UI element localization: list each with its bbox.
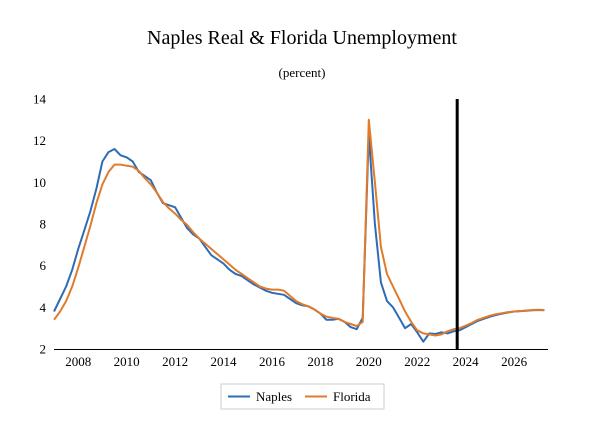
x-tick-label: 2020 [356,354,382,369]
y-tick-label: 10 [33,175,46,190]
y-tick-label: 2 [40,342,47,357]
series-line-naples [53,133,545,343]
x-tick-label: 2026 [501,354,528,369]
x-tick-label: 2018 [307,354,333,369]
x-tick-label: 2014 [211,354,238,369]
legend: Naples Florida [220,383,385,410]
y-tick-label: 12 [33,133,46,148]
x-tick-label: 2008 [65,354,91,369]
y-tick-label: 6 [40,258,47,273]
legend-label-florida: Florida [333,389,371,404]
x-tick-label: 2012 [162,354,188,369]
y-tick-label: 4 [40,300,47,315]
legend-label-naples: Naples [256,389,292,404]
x-tick-label: 2024 [453,354,480,369]
x-axis-ticks: 2008 2010 2012 2014 2016 2018 2020 2022 2024 2026 [65,354,527,369]
y-tick-label: 14 [33,92,47,107]
series-layer [53,118,545,343]
chart-title: Naples Real & Florida Unemployment [147,27,457,49]
y-tick-label: 8 [40,217,47,232]
y-axis-ticks: 2 4 6 8 10 12 14 [33,92,47,357]
x-tick-label: 2022 [404,354,430,369]
x-tick-label: 2016 [259,354,286,369]
chart-subtitle: (percent) [279,65,326,80]
series-line-florida [53,118,545,337]
x-tick-label: 2010 [114,354,140,369]
